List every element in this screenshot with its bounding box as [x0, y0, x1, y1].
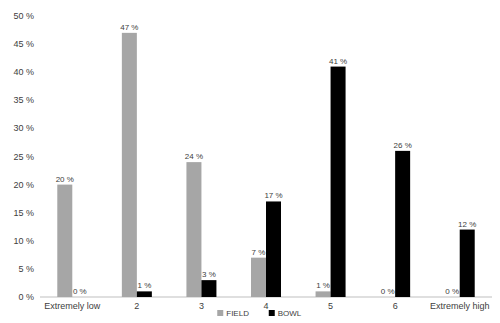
- bar: [201, 280, 216, 297]
- data-label: 1 %: [316, 281, 330, 290]
- data-label: 0 %: [73, 287, 87, 296]
- y-tick-label: 20 %: [13, 180, 34, 190]
- x-tick-label: 2: [134, 301, 139, 311]
- bar: [186, 162, 201, 297]
- bar: [460, 230, 475, 297]
- data-label: 0 %: [381, 287, 395, 296]
- bar: [57, 185, 72, 297]
- bar: [72, 297, 87, 298]
- data-label: 7 %: [252, 248, 266, 257]
- y-tick-label: 45 %: [13, 39, 34, 49]
- chart: 0 %5 %10 %15 %20 %25 %30 %35 %40 %45 %50…: [0, 0, 500, 323]
- x-tick-label: 3: [199, 301, 204, 311]
- data-label: 41 %: [329, 57, 347, 66]
- bar: [331, 67, 346, 297]
- data-label: 24 %: [185, 152, 203, 161]
- bar: [266, 201, 281, 297]
- y-tick-label: 10 %: [13, 236, 34, 246]
- data-label: 17 %: [264, 191, 282, 200]
- x-tick-label: 5: [328, 301, 333, 311]
- data-label: 26 %: [394, 141, 412, 150]
- y-tick-label: 35 %: [13, 95, 34, 105]
- bar: [251, 258, 266, 297]
- legend: FIELD BOWL: [217, 309, 302, 318]
- bars: [57, 33, 474, 297]
- data-label: 20 %: [56, 175, 74, 184]
- y-tick-label: 30 %: [13, 123, 34, 133]
- data-label: 12 %: [458, 220, 476, 229]
- bar: [316, 291, 331, 297]
- legend-label: BOWL: [278, 309, 302, 318]
- data-label: 1 %: [137, 281, 151, 290]
- x-tick-label: Extremely low: [44, 301, 101, 311]
- y-tick-label: 40 %: [13, 67, 34, 77]
- y-tick-label: 25 %: [13, 152, 34, 162]
- bar: [122, 33, 137, 297]
- x-tick-label: Extremely high: [430, 301, 490, 311]
- y-tick-label: 0 %: [18, 292, 34, 302]
- y-tick-label: 50 %: [13, 11, 34, 21]
- data-labels: 20 % 47 % 24 % 7 % 1 % 0 % 0 % 0 % 1 % 3 % 17 % 41 …: [56, 23, 477, 296]
- y-tick-label: 5 %: [18, 264, 34, 274]
- x-tick-label: 6: [393, 301, 398, 311]
- bar: [137, 291, 152, 297]
- bar: [445, 297, 460, 298]
- y-tick-label: 15 %: [13, 208, 34, 218]
- legend-label: FIELD: [226, 309, 249, 318]
- bar: [395, 151, 410, 297]
- legend-swatch: [217, 310, 223, 316]
- data-label: 47 %: [120, 23, 138, 32]
- data-label: 0 %: [445, 287, 459, 296]
- legend-swatch: [269, 310, 275, 316]
- x-tick-label: 4: [263, 301, 268, 311]
- data-label: 3 %: [202, 270, 216, 279]
- bar: [380, 297, 395, 298]
